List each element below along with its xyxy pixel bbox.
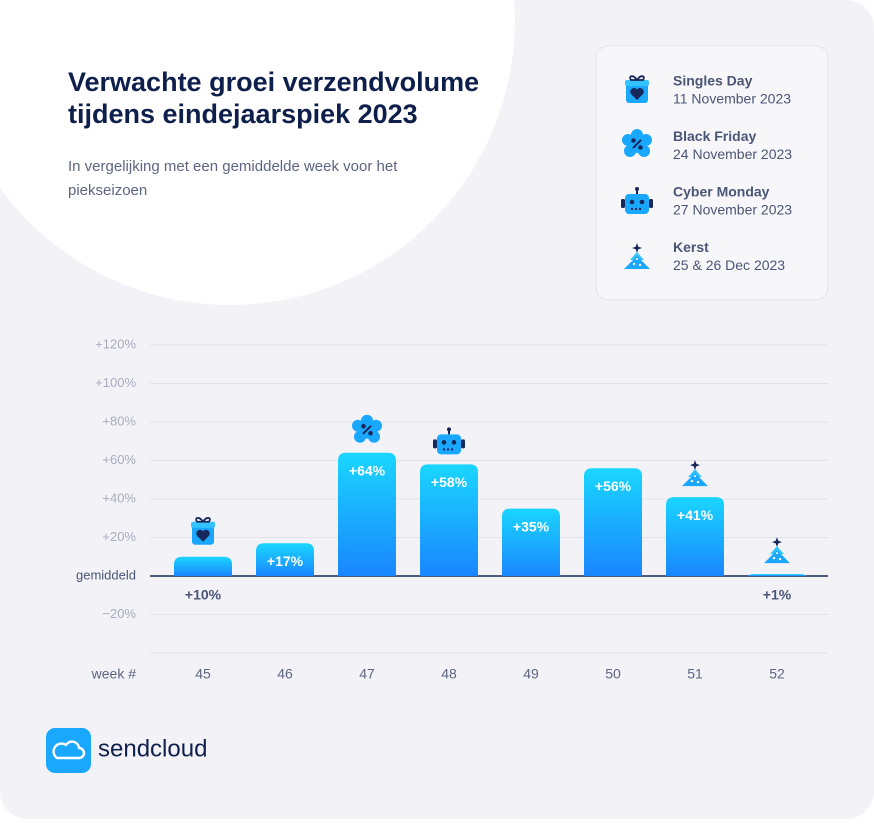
y-tick-label: gemiddeld bbox=[76, 567, 136, 582]
x-tick-label: 48 bbox=[441, 666, 457, 682]
x-tick-label: 46 bbox=[277, 666, 293, 682]
legend-box bbox=[595, 45, 829, 301]
x-tick-label: 47 bbox=[359, 666, 375, 682]
decor-circle bbox=[0, 0, 515, 305]
bar bbox=[502, 508, 560, 576]
x-tick-label: 49 bbox=[523, 666, 539, 682]
y-tick-label: +100% bbox=[95, 375, 136, 390]
subtitle: piekseizoen bbox=[68, 182, 147, 199]
x-axis-label: week # bbox=[91, 666, 137, 682]
value-label: +41% bbox=[677, 507, 714, 523]
y-tick-label: +20% bbox=[102, 529, 136, 544]
title: Verwachte groei verzendvolume bbox=[68, 67, 479, 97]
bar bbox=[748, 574, 806, 576]
legend-name: Kerst bbox=[673, 239, 709, 255]
bar bbox=[666, 497, 724, 576]
x-tick-label: 51 bbox=[687, 666, 703, 682]
bar bbox=[584, 468, 642, 576]
y-tick-label: +120% bbox=[95, 336, 136, 351]
legend: Singles Day 11 November 2023 Black Friday 2… bbox=[673, 73, 792, 274]
legend-name: Singles Day bbox=[673, 73, 753, 89]
bar bbox=[338, 452, 396, 576]
bar bbox=[420, 464, 478, 576]
value-label: +10% bbox=[185, 587, 222, 603]
event-icon bbox=[189, 516, 217, 546]
legend-name: Cyber Monday bbox=[673, 184, 770, 200]
legend-date: 25 & 26 Dec 2023 bbox=[673, 257, 785, 273]
legend-date: 11 November 2023 bbox=[673, 91, 791, 107]
y-tick-label: −20% bbox=[102, 606, 136, 621]
legend-icon bbox=[623, 75, 651, 105]
bar bbox=[174, 556, 232, 576]
legend-name: Black Friday bbox=[673, 128, 756, 144]
x-tick-label: 45 bbox=[195, 666, 211, 682]
value-label: +64% bbox=[349, 463, 386, 479]
x-tick-label: 50 bbox=[605, 666, 621, 682]
logo-mark bbox=[46, 728, 91, 773]
y-tick-label: +60% bbox=[102, 452, 136, 467]
value-label: +58% bbox=[431, 474, 468, 490]
bar bbox=[256, 543, 314, 576]
title: tijdens eindejaarspiek 2023 bbox=[68, 99, 418, 129]
value-label: +35% bbox=[513, 518, 550, 534]
logo-icon bbox=[52, 740, 86, 760]
y-tick-label: +40% bbox=[102, 490, 136, 505]
logo-text: sendcloud bbox=[98, 735, 207, 762]
y-tick-label: +80% bbox=[102, 413, 136, 428]
value-label: +1% bbox=[763, 587, 792, 603]
subtitle: In vergelijking met een gemiddelde week … bbox=[68, 158, 398, 175]
value-label: +56% bbox=[595, 478, 632, 494]
x-tick-label: 52 bbox=[769, 666, 785, 682]
value-label: +17% bbox=[267, 553, 304, 569]
legend-date: 27 November 2023 bbox=[673, 202, 792, 218]
legend-date: 24 November 2023 bbox=[673, 146, 792, 162]
